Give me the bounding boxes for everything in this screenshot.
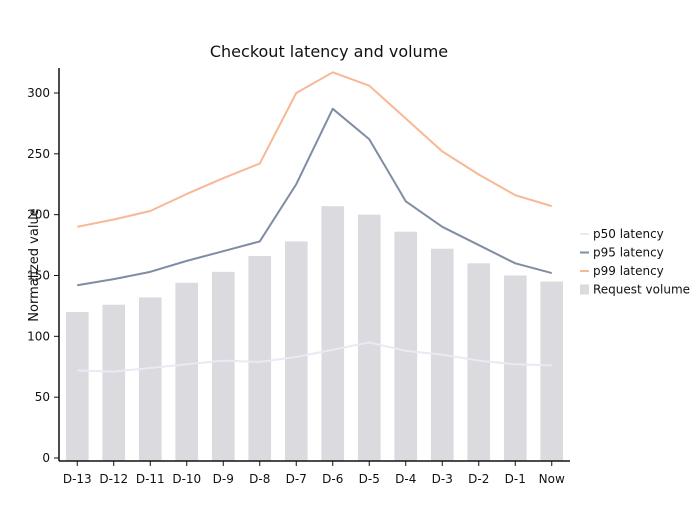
y-tick-label: 50 bbox=[35, 390, 50, 404]
y-tick-label: 150 bbox=[27, 268, 50, 282]
chart-title: Checkout latency and volume bbox=[210, 42, 448, 61]
y-tick-label: 300 bbox=[27, 86, 50, 100]
axes-layer: 0 50 100 150 200 250 300 D-13 D-12 D-11 D-10 D-9 D-8… bbox=[27, 68, 570, 486]
series-line-p95-latency bbox=[77, 107, 553, 287]
y-tick-label: 250 bbox=[27, 147, 50, 161]
bar-D-10 bbox=[175, 282, 199, 461]
bars-layer bbox=[65, 206, 564, 461]
y-tick-label: 100 bbox=[27, 329, 50, 343]
x-tick-label: D-5 bbox=[359, 472, 380, 486]
bar-D-5 bbox=[357, 214, 381, 461]
lines-layer bbox=[77, 71, 553, 373]
x-tick-label: D-3 bbox=[432, 472, 453, 486]
y-axis-label: Normalized value bbox=[27, 208, 42, 321]
x-tick-label: Now bbox=[539, 472, 565, 486]
legend-swatch bbox=[580, 284, 589, 295]
legend-label: Request volume bbox=[593, 283, 690, 297]
x-tick-label: D-4 bbox=[395, 472, 416, 486]
x-tick-label: D-6 bbox=[322, 472, 343, 486]
y-tick-label: 0 bbox=[42, 451, 50, 465]
legend-label: p50 latency bbox=[593, 227, 664, 241]
x-tick-label: D-2 bbox=[468, 472, 489, 486]
x-tick-label: D-12 bbox=[99, 472, 128, 486]
bar-D-6 bbox=[321, 206, 345, 461]
series-line-p50-latency bbox=[77, 341, 552, 373]
series-line-p99-latency bbox=[77, 71, 553, 228]
legend-label: p95 latency bbox=[593, 246, 664, 260]
legend: p50 latency p95 latency p99 latency Request… bbox=[580, 227, 690, 297]
bar-D-12 bbox=[102, 304, 126, 461]
x-tick-label: D-1 bbox=[505, 472, 526, 486]
legend-label: p99 latency bbox=[593, 264, 664, 278]
x-tick-label: D-13 bbox=[63, 472, 92, 486]
bar-Now bbox=[540, 281, 564, 461]
bar-D-1 bbox=[503, 275, 527, 461]
bar-D-13 bbox=[65, 312, 89, 461]
bar-D-8 bbox=[248, 256, 272, 461]
x-tick-label: D-7 bbox=[286, 472, 307, 486]
bar-D-9 bbox=[211, 271, 235, 461]
x-tick-label: D-8 bbox=[249, 472, 270, 486]
bar-D-4 bbox=[394, 231, 418, 461]
y-tick-label: 200 bbox=[27, 208, 50, 222]
x-tick-label: D-10 bbox=[172, 472, 201, 486]
x-tick-label: D-9 bbox=[213, 472, 234, 486]
x-tick-label: D-11 bbox=[136, 472, 165, 486]
bar-D-7 bbox=[284, 241, 308, 461]
bar-D-11 bbox=[138, 297, 162, 461]
bar-D-2 bbox=[467, 263, 491, 461]
